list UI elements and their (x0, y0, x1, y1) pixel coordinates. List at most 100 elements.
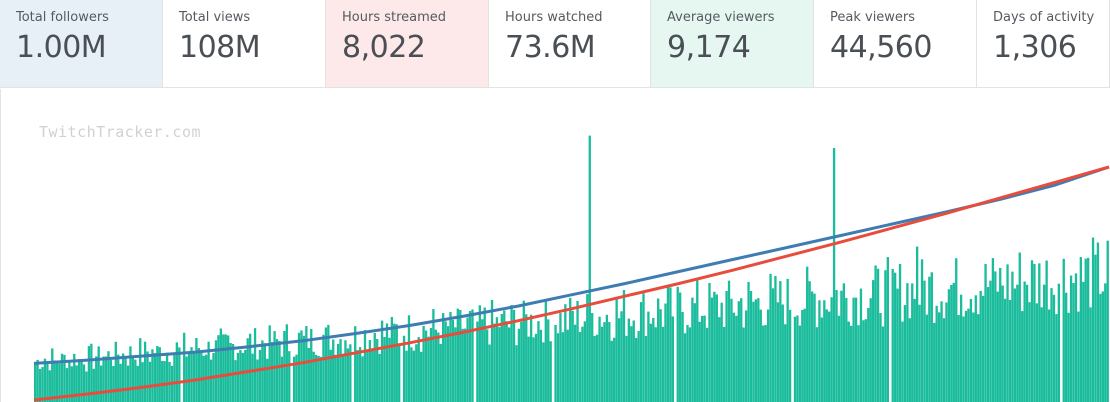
bar (981, 295, 985, 402)
bar (356, 350, 359, 402)
bar (1079, 257, 1082, 402)
bar (136, 365, 139, 402)
bar (639, 302, 643, 402)
bar (1040, 307, 1043, 402)
bar (537, 321, 540, 402)
bar (1101, 291, 1104, 402)
bar (1008, 299, 1012, 402)
bar (972, 312, 975, 402)
bar (955, 258, 958, 402)
bar (55, 362, 59, 402)
bar (302, 335, 306, 402)
bar (979, 290, 982, 402)
bar (227, 335, 230, 402)
bar (424, 330, 428, 402)
bar (740, 298, 743, 402)
bar (891, 269, 894, 402)
bar (168, 361, 171, 402)
bar (727, 280, 731, 402)
bar (999, 267, 1002, 402)
bar (908, 318, 911, 402)
bar (925, 314, 929, 402)
bar (1001, 285, 1004, 402)
bar (718, 317, 721, 402)
bar (104, 356, 108, 402)
bar (295, 354, 298, 402)
bar (488, 344, 491, 402)
bar (869, 298, 872, 402)
bar (131, 356, 135, 402)
bar (603, 322, 606, 402)
bar (95, 356, 98, 402)
stat-value: 8,022 (342, 30, 426, 65)
bar (395, 324, 398, 402)
bar (51, 348, 54, 402)
bar (310, 328, 313, 402)
bar (608, 321, 611, 402)
bar (867, 308, 870, 402)
bar (600, 326, 604, 402)
bar (710, 297, 714, 402)
bar (275, 339, 279, 402)
bar (1016, 284, 1019, 402)
bar (1033, 263, 1036, 402)
bar (229, 343, 232, 402)
bar (984, 263, 987, 402)
bar (73, 353, 76, 402)
bar (197, 348, 201, 402)
bar (41, 367, 44, 402)
bar (525, 314, 528, 402)
bar (845, 297, 848, 402)
bar (300, 330, 303, 402)
stat-value: 108M (179, 30, 261, 65)
bar (444, 321, 447, 402)
bar (244, 349, 247, 402)
bar (803, 308, 806, 402)
bar (776, 302, 780, 402)
bar (485, 329, 489, 402)
bar (515, 345, 518, 402)
bar (647, 311, 650, 402)
bar (209, 359, 213, 402)
bar (630, 326, 633, 402)
bar (285, 324, 288, 402)
bar (471, 309, 474, 402)
stat-days-of-activity: Days of activity 1,306 (977, 0, 1110, 88)
bar (261, 340, 264, 402)
bar (278, 340, 281, 402)
bar (163, 361, 166, 402)
bar (556, 333, 560, 402)
bar (996, 291, 999, 402)
bar (112, 366, 115, 402)
bar (542, 342, 545, 402)
bar (437, 332, 440, 402)
bar (503, 310, 506, 402)
bar (593, 336, 596, 402)
bar (183, 332, 186, 402)
bar (141, 362, 144, 402)
bar (774, 275, 777, 402)
bar (165, 352, 169, 402)
bar (737, 301, 740, 402)
bar (945, 302, 948, 402)
bar (99, 365, 103, 402)
bar (324, 327, 328, 402)
bar (977, 314, 980, 402)
bar (385, 323, 389, 402)
bar (53, 360, 56, 402)
bar (588, 135, 591, 402)
bar (573, 324, 577, 402)
bar (876, 268, 880, 402)
bar (598, 316, 601, 402)
bar (920, 259, 924, 402)
bar (446, 326, 450, 402)
bar (495, 317, 499, 402)
bar (547, 319, 550, 402)
bar (417, 337, 420, 402)
bar (872, 280, 875, 402)
bar (143, 341, 147, 402)
bar (314, 354, 318, 402)
bar (671, 316, 674, 402)
bar (236, 352, 240, 402)
stat-value: 44,560 (830, 30, 932, 65)
